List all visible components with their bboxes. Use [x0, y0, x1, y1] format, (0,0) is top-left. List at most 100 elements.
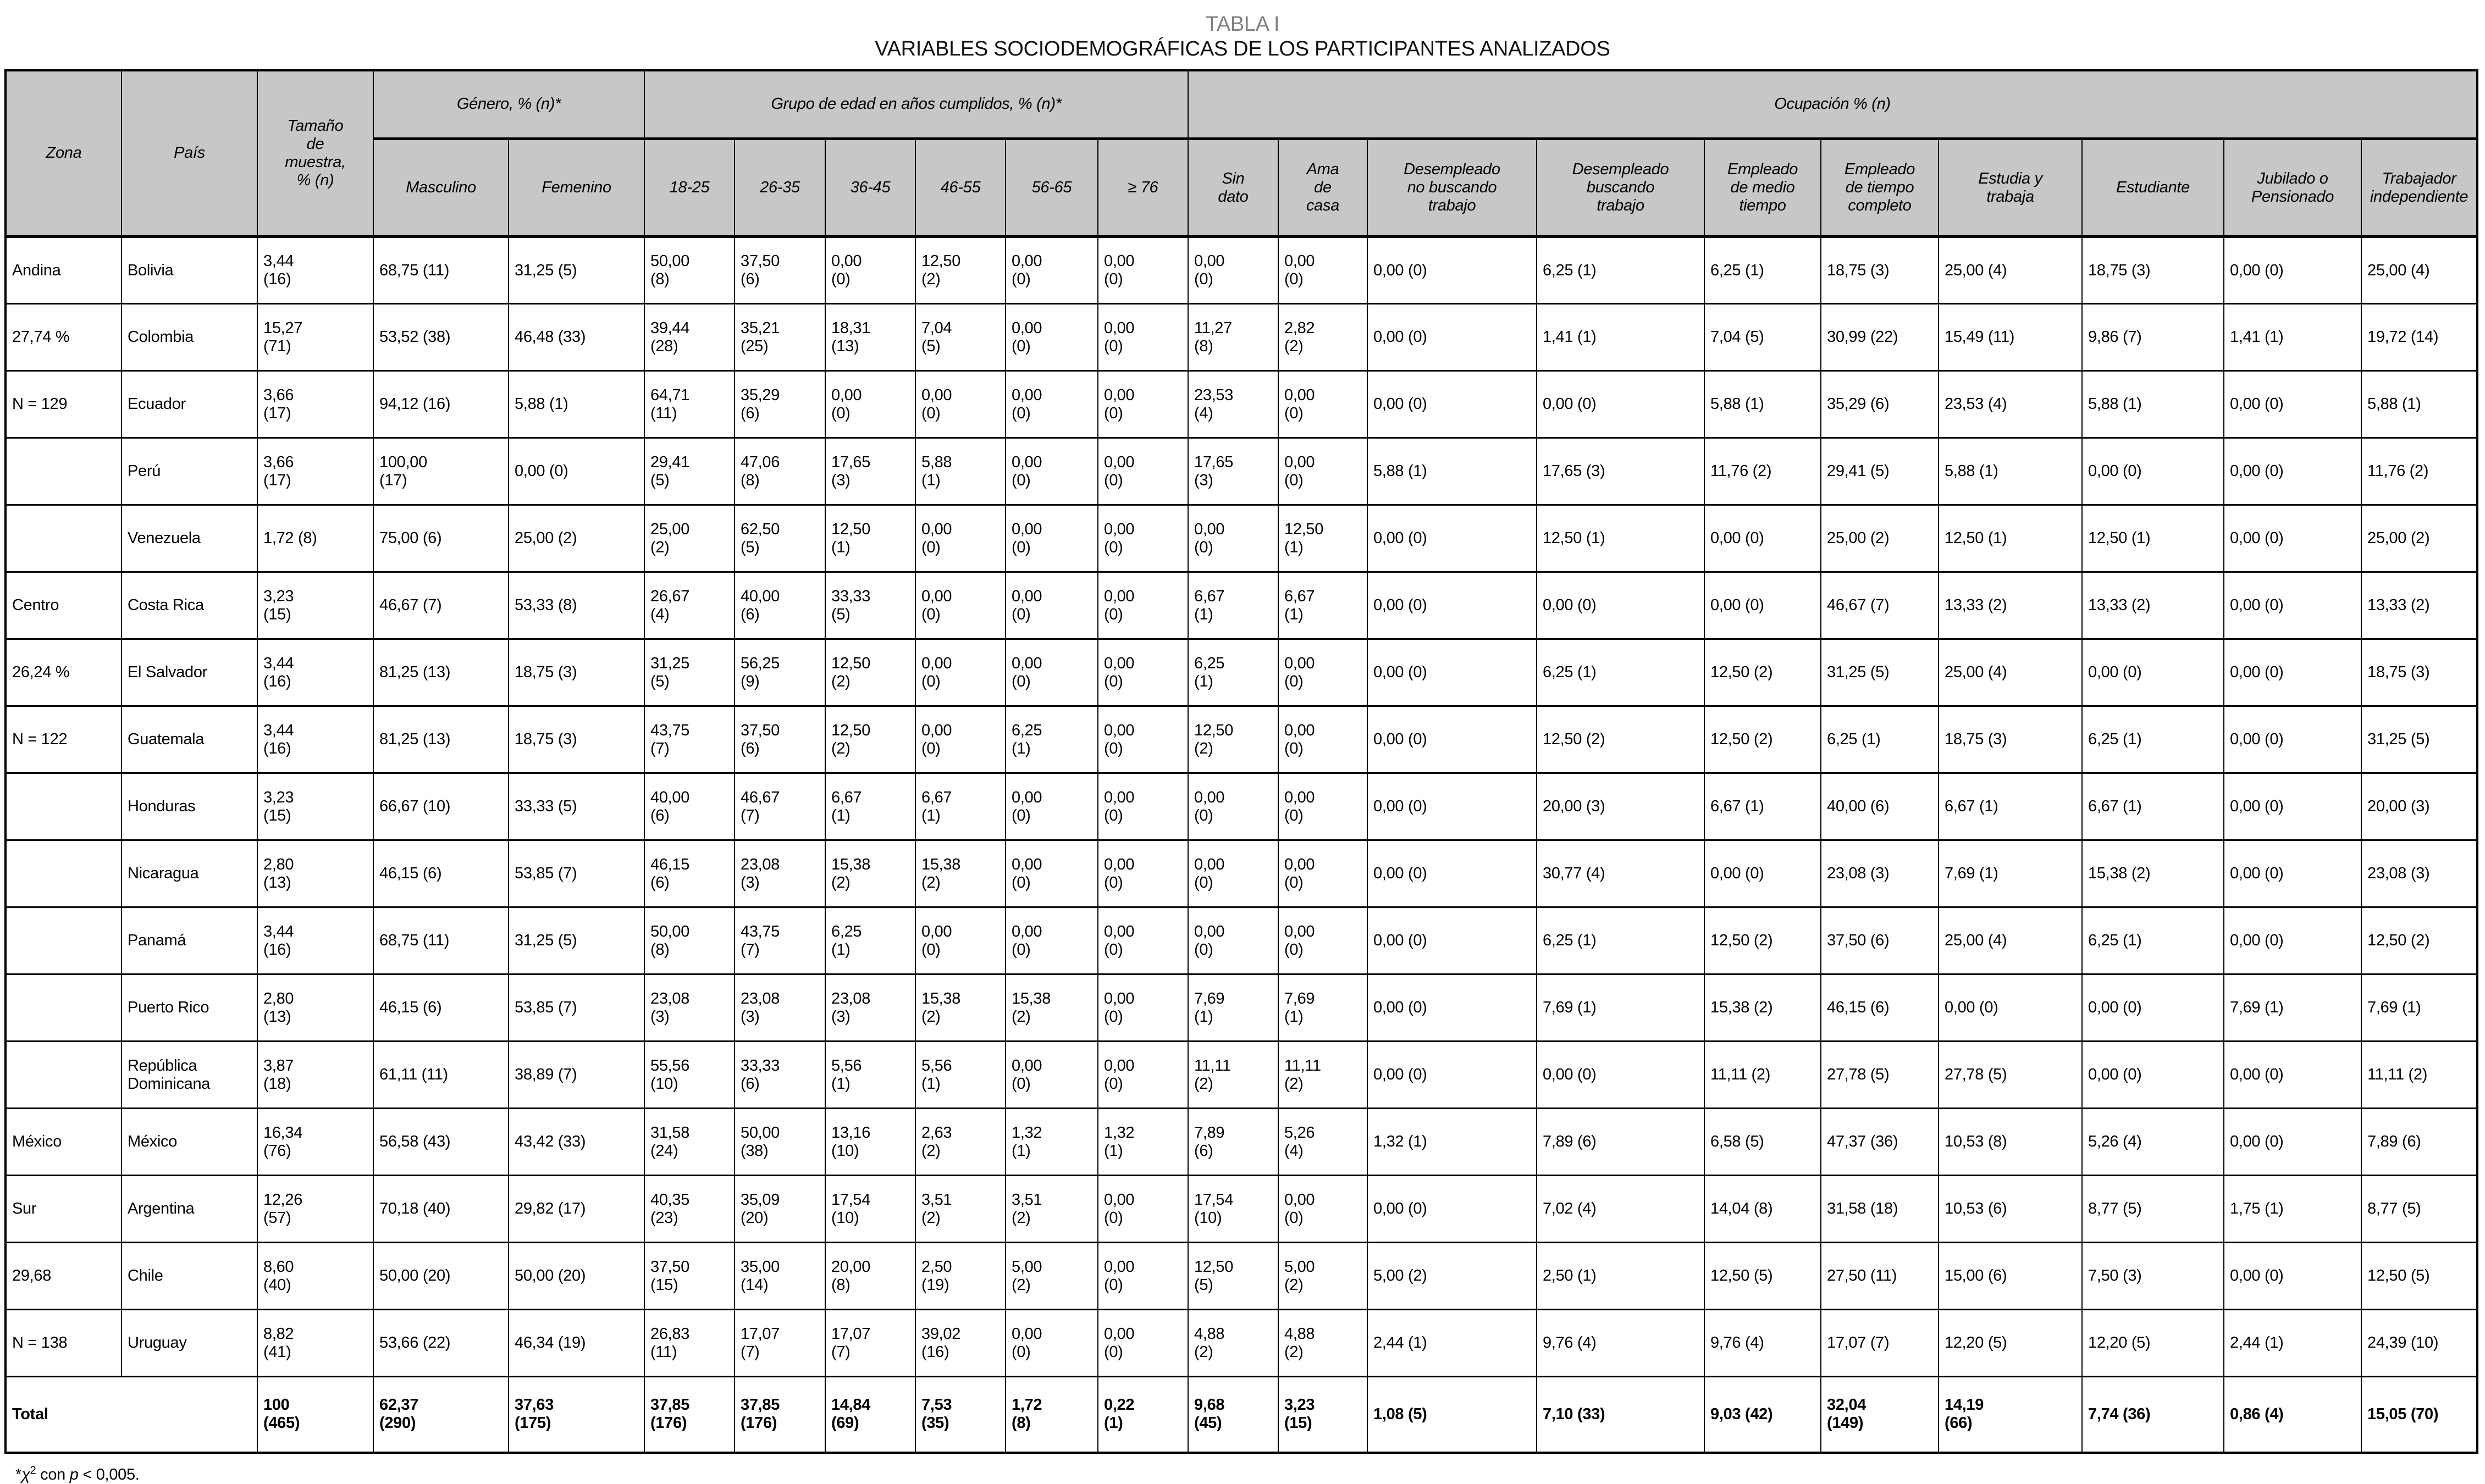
value-cell: 0,00 (0) [825, 236, 916, 305]
value-cell: 7,04 (5) [915, 303, 1006, 372]
value-cell: 31,25 (5) [508, 906, 645, 976]
value-cell: 13,33 (2) [1938, 571, 2083, 640]
value-cell: 29,41 (5) [644, 437, 735, 506]
footnote-chi-symbol: χ [21, 1465, 30, 1483]
value-cell: 62,50 (5) [734, 504, 826, 573]
value-cell: 27,78 (5) [1938, 1040, 2083, 1110]
value-cell: 0,00 (0) [1097, 973, 1189, 1043]
value-cell: 31,58 (24) [644, 1108, 735, 1177]
value-cell: 3,44 (16) [257, 638, 374, 707]
value-cell: 6,25 (1) [1188, 638, 1279, 707]
value-cell: 39,02 (16) [915, 1309, 1006, 1378]
value-cell: 7,50 (3) [2081, 1242, 2224, 1311]
value-cell: 35,29 (6) [1820, 370, 1939, 439]
value-cell: 6,25 (1) [1536, 638, 1705, 707]
value-cell: 0,00 (0) [2223, 906, 2362, 976]
value-cell: 5,26 (4) [2081, 1108, 2224, 1177]
value-cell: 46,15 (6) [373, 839, 509, 909]
footnote-p-symbol: p [69, 1465, 79, 1483]
value-cell: 37,50 (6) [734, 236, 826, 305]
value-cell: 6,67 (1) [1188, 571, 1279, 640]
value-cell: 5,88 (1) [2360, 370, 2478, 439]
value-cell: 5,56 (1) [915, 1040, 1006, 1110]
value-cell: 6,25 (1) [2081, 705, 2224, 774]
value-cell: 0,00 (0) [2081, 973, 2224, 1043]
value-cell: 1,32 (1) [1097, 1108, 1189, 1177]
zona-cell: N = 138 [5, 1309, 122, 1378]
value-cell: 5,00 (2) [1278, 1242, 1368, 1311]
value-cell: 23,53 (4) [1188, 370, 1279, 439]
value-cell: 0,00 (0) [2223, 571, 2362, 640]
value-cell: 20,00 (8) [825, 1242, 916, 1311]
table-row: Panamá 3,44 (16) 68,75 (11) 31,25 (5) 50,00 … [5, 906, 2478, 976]
value-cell: 15,38 (2) [915, 973, 1006, 1043]
value-cell: 7,89 (6) [1188, 1108, 1279, 1177]
value-cell: 7,69 (1) [1188, 973, 1279, 1043]
value-cell: 12,50 (2) [825, 638, 916, 707]
value-cell: 0,00 (0) [1278, 236, 1368, 305]
value-cell: 0,00 (0) [1704, 504, 1821, 573]
total-value-cell: 15,05 (70) [2360, 1376, 2478, 1454]
value-cell: 11,11 (2) [1188, 1040, 1279, 1110]
value-cell: 55,56 (10) [644, 1040, 735, 1110]
value-cell: 0,00 (0) [2223, 1242, 2362, 1311]
col-header-26-35: 26-35 [734, 138, 826, 239]
value-cell: 25,00 (4) [2360, 236, 2478, 305]
footnote-chi-exponent: 2 [30, 1464, 36, 1476]
value-cell: 5,88 (1) [508, 370, 645, 439]
value-cell: 4,88 (2) [1188, 1309, 1279, 1378]
value-cell: 6,67 (1) [915, 772, 1006, 841]
total-value-cell: 14,19 (66) [1938, 1376, 2083, 1454]
table-row: Puerto Rico 2,80 (13) 46,15 (6) 53,85 (7) 23… [5, 973, 2478, 1043]
value-cell: 0,00 (0) [1005, 839, 1098, 909]
value-cell: 0,00 (0) [1278, 906, 1368, 976]
value-cell: 17,65 (3) [825, 437, 916, 506]
col-header-femenino: Femenino [508, 138, 645, 239]
value-cell: 3,44 (16) [257, 705, 374, 774]
value-cell: 33,33 (5) [825, 571, 916, 640]
col-group-genero: Género, % (n)* [373, 69, 645, 141]
value-cell: 0,00 (0) [1188, 772, 1279, 841]
value-cell: 17,54 (10) [1188, 1175, 1279, 1244]
total-value-cell: 7,74 (36) [2081, 1376, 2224, 1454]
value-cell: 10,53 (6) [1938, 1175, 2083, 1244]
value-cell: 0,00 (0) [1536, 370, 1705, 439]
table-number-title: TABLA I [1205, 13, 1280, 36]
value-cell: 12,20 (5) [1938, 1309, 2083, 1378]
value-cell: 5,88 (1) [2081, 370, 2224, 439]
value-cell: 15,00 (6) [1938, 1242, 2083, 1311]
col-header-trabajador-independiente: Trabajador independiente [2360, 138, 2478, 239]
table-row: 26,24 % El Salvador 3,44 (16) 81,25 (13) 18,… [5, 638, 2478, 707]
value-cell: 15,49 (11) [1938, 303, 2083, 372]
value-cell: 17,65 (3) [1188, 437, 1279, 506]
value-cell: 37,50 (6) [1820, 906, 1939, 976]
header-group-row: Zona País Tamaño de muestra, % (n) Géner… [5, 69, 2478, 239]
value-cell: 6,25 (1) [2081, 906, 2224, 976]
value-cell: 6,58 (5) [1704, 1108, 1821, 1177]
value-cell: 70,18 (40) [373, 1175, 509, 1244]
value-cell: 31,25 (5) [2360, 705, 2478, 774]
value-cell: 8,77 (5) [2360, 1175, 2478, 1244]
table-row: Nicaragua 2,80 (13) 46,15 (6) 53,85 (7) 46,1… [5, 839, 2478, 909]
value-cell: 5,88 (1) [1938, 437, 2083, 506]
total-value-cell: 37,85 (176) [734, 1376, 826, 1454]
value-cell: 66,67 (10) [373, 772, 509, 841]
value-cell: 0,00 (0) [1005, 906, 1098, 976]
value-cell: 0,00 (0) [1005, 1309, 1098, 1378]
value-cell: 25,00 (2) [1820, 504, 1939, 573]
value-cell: 0,00 (0) [1097, 1175, 1189, 1244]
value-cell: 0,00 (0) [1367, 1040, 1537, 1110]
value-cell: 0,00 (0) [1367, 236, 1537, 305]
value-cell: 50,00 (8) [644, 906, 735, 976]
value-cell: 0,00 (0) [1097, 1242, 1189, 1311]
value-cell: 23,08 (3) [734, 839, 826, 909]
value-cell: 15,38 (2) [2081, 839, 2224, 909]
value-cell: 9,86 (7) [2081, 303, 2224, 372]
value-cell: 2,80 (13) [257, 973, 374, 1043]
value-cell: 50,00 (38) [734, 1108, 826, 1177]
value-cell: 0,00 (0) [1367, 839, 1537, 909]
value-cell: 23,08 (3) [644, 973, 735, 1043]
col-group-ocupacion: Ocupación % (n) [1187, 69, 2478, 141]
value-cell: 31,25 (5) [508, 236, 645, 305]
value-cell: 68,75 (11) [373, 906, 509, 976]
